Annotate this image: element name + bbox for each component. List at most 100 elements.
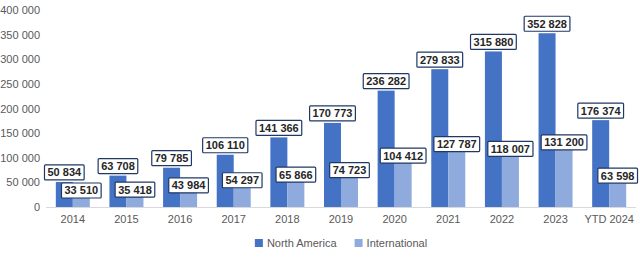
data-label: 43 984 bbox=[169, 178, 209, 193]
x-tick-label: 2015 bbox=[114, 213, 138, 225]
data-label-box bbox=[363, 74, 409, 89]
bar bbox=[485, 51, 502, 207]
y-tick-label: 350 000 bbox=[0, 29, 40, 41]
data-label: 141 366 bbox=[256, 120, 302, 135]
data-label: 104 412 bbox=[380, 148, 426, 163]
y-tick-label: 300 000 bbox=[0, 53, 40, 65]
data-label-text: 141 366 bbox=[259, 122, 299, 134]
data-label-box bbox=[380, 148, 426, 163]
data-label-text: 279 833 bbox=[420, 54, 460, 66]
data-label: 176 374 bbox=[578, 103, 624, 118]
x-axis: 2014 2015 2016 2017 2018 2019 2020 2021 2022 2023… bbox=[61, 213, 634, 225]
chart-container: 0 50 000 100 000 150 000 200 000 250 000 300 0… bbox=[0, 0, 640, 259]
data-label-box bbox=[256, 120, 302, 135]
data-label-box bbox=[169, 178, 209, 193]
y-tick bbox=[42, 133, 46, 134]
data-label-box bbox=[222, 173, 262, 188]
data-label-box bbox=[330, 163, 370, 178]
x-tick-label: 2018 bbox=[275, 213, 299, 225]
y-tick bbox=[42, 34, 46, 35]
x-tick-label: 2020 bbox=[382, 213, 406, 225]
data-label-box bbox=[98, 159, 138, 174]
data-label-text: 33 510 bbox=[64, 184, 98, 196]
data-label: 106 110 bbox=[203, 138, 248, 153]
data-label: 35 418 bbox=[115, 182, 155, 197]
legend-swatch bbox=[255, 239, 263, 247]
data-label: 74 723 bbox=[330, 163, 370, 178]
bar bbox=[539, 33, 556, 207]
data-label: 54 297 bbox=[222, 173, 262, 188]
x-tick-label: YTD 2024 bbox=[584, 213, 634, 225]
y-tick bbox=[42, 83, 46, 84]
y-tick-label: 150 000 bbox=[0, 127, 40, 139]
legend-label: North America bbox=[267, 237, 338, 249]
legend-swatch bbox=[355, 239, 363, 247]
data-label-box bbox=[417, 52, 463, 67]
data-label-box bbox=[44, 165, 84, 180]
data-label: 63 598 bbox=[598, 168, 638, 183]
legend: North AmericaInternational bbox=[255, 237, 427, 249]
y-tick bbox=[42, 10, 46, 11]
x-tick-label: 2021 bbox=[436, 213, 460, 225]
bar bbox=[448, 144, 465, 207]
data-label-box bbox=[524, 16, 570, 31]
x-tick-label: 2017 bbox=[221, 213, 245, 225]
data-label: 118 007 bbox=[488, 141, 533, 156]
data-label-text: 104 412 bbox=[383, 150, 423, 162]
data-label-text: 50 834 bbox=[47, 166, 82, 178]
data-label: 33 510 bbox=[61, 183, 101, 198]
data-label-box bbox=[115, 182, 155, 197]
bar bbox=[592, 120, 609, 207]
x-axis-line bbox=[46, 207, 636, 208]
data-label-text: 176 374 bbox=[581, 105, 622, 117]
data-label-text: 131 200 bbox=[544, 136, 584, 148]
data-label-text: 43 984 bbox=[172, 179, 207, 191]
bars bbox=[56, 33, 626, 207]
data-label-text: 35 418 bbox=[118, 184, 152, 196]
data-label-text: 79 785 bbox=[155, 152, 189, 164]
data-label: 127 787 bbox=[434, 137, 480, 152]
data-label: 131 200 bbox=[541, 135, 587, 150]
data-label-text: 106 110 bbox=[206, 139, 245, 151]
y-tick bbox=[42, 182, 46, 183]
data-label: 79 785 bbox=[152, 151, 192, 166]
data-label: 63 708 bbox=[98, 159, 138, 174]
y-tick-label: 400 000 bbox=[0, 4, 40, 16]
data-label: 170 773 bbox=[310, 106, 356, 121]
data-label-text: 236 282 bbox=[366, 75, 406, 87]
x-tick-label: 2016 bbox=[168, 213, 192, 225]
data-label-box bbox=[578, 103, 624, 118]
x-tick-label: 2014 bbox=[61, 213, 85, 225]
y-tick-label: 200 000 bbox=[0, 103, 40, 115]
data-label-text: 54 297 bbox=[225, 174, 259, 186]
x-tick-label: 2023 bbox=[543, 213, 567, 225]
y-tick-label: 0 bbox=[34, 201, 40, 213]
y-axis: 0 50 000 100 000 150 000 200 000 250 000 300 0… bbox=[0, 4, 46, 213]
data-label-text: 63 708 bbox=[101, 160, 135, 172]
data-label: 65 866 bbox=[276, 167, 316, 182]
data-label-box bbox=[152, 151, 192, 166]
data-label-box bbox=[488, 141, 533, 156]
x-tick-label: 2019 bbox=[329, 213, 353, 225]
data-label-box bbox=[434, 137, 480, 152]
data-label: 315 880 bbox=[471, 34, 517, 49]
y-tick bbox=[42, 207, 46, 208]
y-tick bbox=[42, 157, 46, 158]
data-label-text: 352 828 bbox=[527, 18, 567, 30]
y-tick-label: 250 000 bbox=[0, 78, 40, 90]
data-label-box bbox=[61, 183, 101, 198]
data-label-text: 127 787 bbox=[437, 138, 477, 150]
bar bbox=[502, 149, 519, 207]
x-tick-label: 2022 bbox=[490, 213, 514, 225]
y-tick-label: 50 000 bbox=[6, 176, 40, 188]
data-labels: 33 510 50 834 35 418 63 708 43 984 79 785 54 2… bbox=[44, 16, 637, 198]
data-label: 236 282 bbox=[363, 74, 409, 89]
data-label-text: 74 723 bbox=[333, 164, 367, 176]
data-label-text: 65 866 bbox=[279, 169, 313, 181]
data-label: 352 828 bbox=[524, 16, 570, 31]
data-label-box bbox=[471, 34, 517, 49]
y-tick-label: 100 000 bbox=[0, 152, 40, 164]
y-tick bbox=[42, 108, 46, 109]
data-label: 50 834 bbox=[44, 165, 84, 180]
y-tick bbox=[42, 59, 46, 60]
